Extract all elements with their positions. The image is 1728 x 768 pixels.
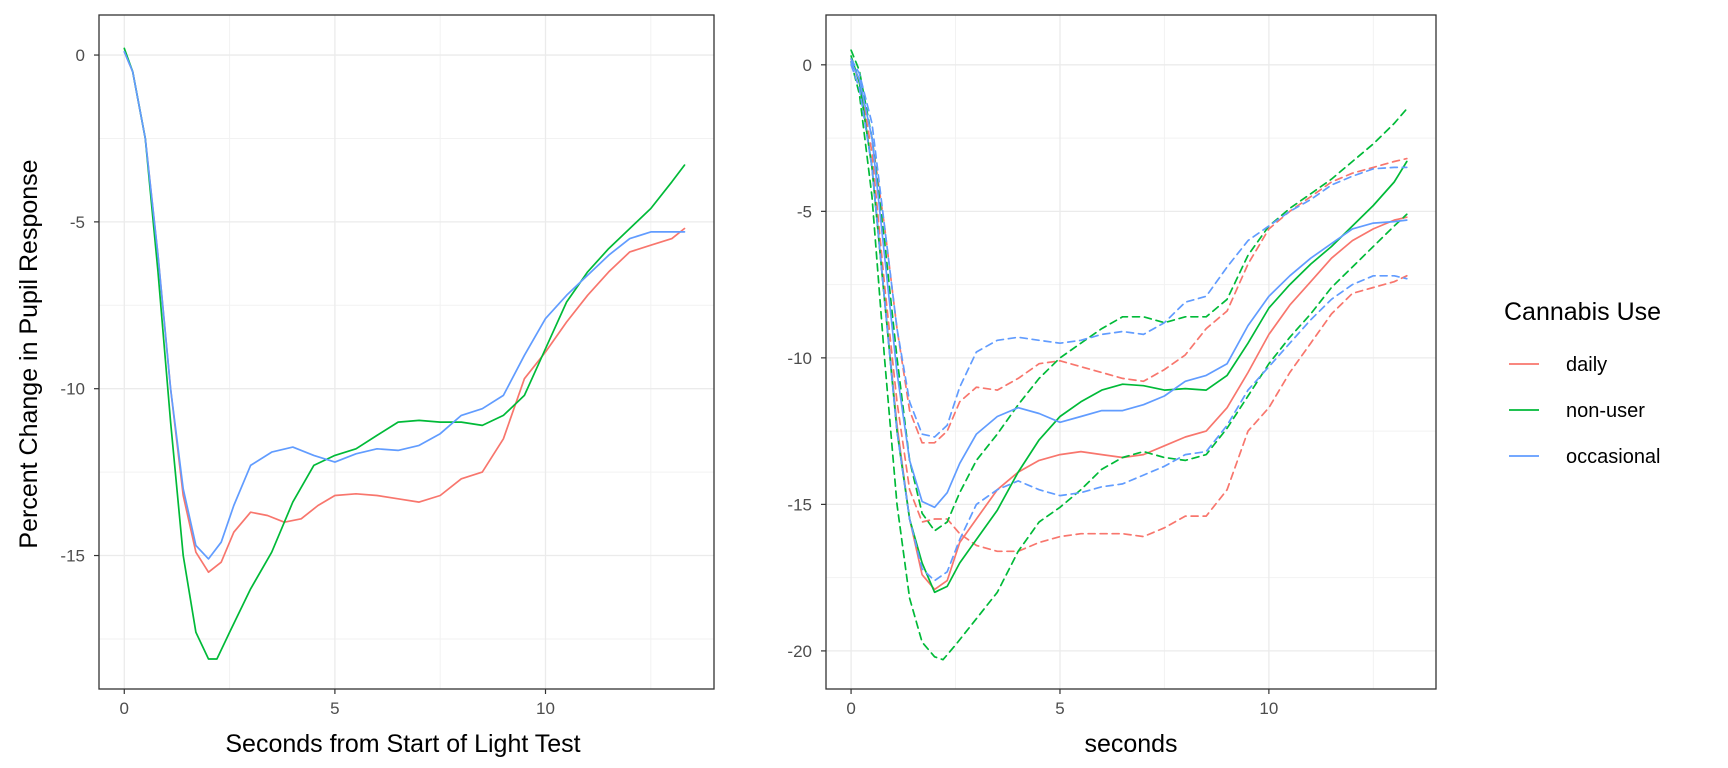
left-panel-border bbox=[98, 14, 715, 690]
left-y-tick-label: 0 bbox=[76, 46, 85, 65]
right-panel: 0 5 10 0 -5 -10 -15 -20 bbox=[787, 14, 1437, 718]
right-series-non-user-band bbox=[850, 61, 1408, 661]
right-y-tick-label: -5 bbox=[797, 202, 812, 221]
left-y-tick-label: -15 bbox=[60, 547, 85, 566]
left-panel: 0 5 10 0 -5 -10 -15 bbox=[60, 14, 715, 718]
legend: Cannabis Use daily non-user occasional bbox=[1504, 298, 1661, 468]
legend-entry-non-user: non-user bbox=[1509, 400, 1645, 422]
right-plot-background bbox=[826, 15, 1436, 689]
left-series-occasional-line bbox=[123, 50, 686, 560]
right-x-tick-label: 5 bbox=[1055, 699, 1064, 718]
legend-entry-daily: daily bbox=[1509, 354, 1607, 376]
right-series-occasional-band bbox=[850, 58, 1408, 438]
right-y-tick-label: -10 bbox=[787, 349, 812, 368]
left-y-tick-label: -10 bbox=[60, 380, 85, 399]
right-y-tick-label: 0 bbox=[803, 56, 812, 75]
right-x-tick-label: 10 bbox=[1259, 699, 1278, 718]
legend-entry-occasional: occasional bbox=[1509, 446, 1661, 468]
left-x-tick-label: 10 bbox=[536, 699, 555, 718]
left-x-tick-label: 5 bbox=[330, 699, 339, 718]
right-x-tick-label: 0 bbox=[846, 699, 855, 718]
legend-label-non-user: non-user bbox=[1566, 400, 1645, 422]
right-panel-border bbox=[825, 14, 1437, 690]
left-y-axis-title: Percent Change in Pupil Response bbox=[15, 159, 43, 548]
left-x-axis-title: Seconds from Start of Light Test bbox=[225, 730, 580, 758]
right-x-axis-title: seconds bbox=[1084, 730, 1177, 758]
right-y-tick-label: -15 bbox=[787, 495, 812, 514]
left-series-daily-line bbox=[123, 50, 686, 574]
legend-label-daily: daily bbox=[1566, 354, 1607, 376]
right-series-occasional-band bbox=[850, 63, 1408, 582]
right-series-daily-band bbox=[850, 61, 1408, 553]
left-plot-background bbox=[99, 15, 714, 689]
left-series-non-user-line bbox=[123, 47, 686, 660]
right-y-tick-label: -20 bbox=[787, 642, 812, 661]
right-series-non-user-line bbox=[850, 55, 1408, 594]
right-series-daily-band bbox=[850, 61, 1408, 444]
left-x-tick-label: 0 bbox=[120, 699, 129, 718]
left-y-tick-label: -5 bbox=[70, 213, 85, 232]
right-series-occasional-line bbox=[850, 61, 1408, 509]
legend-label-occasional: occasional bbox=[1566, 446, 1661, 468]
legend-title: Cannabis Use bbox=[1504, 298, 1661, 326]
